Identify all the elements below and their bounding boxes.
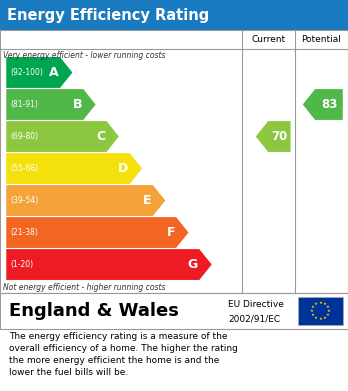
Text: ★: ★ [323,316,326,320]
Text: B: B [72,98,82,111]
Text: (1-20): (1-20) [10,260,33,269]
Text: A: A [49,66,59,79]
Text: The energy efficiency rating is a measure of the
overall efficiency of a home. T: The energy efficiency rating is a measur… [9,332,238,377]
Text: (81-91): (81-91) [10,100,38,109]
Polygon shape [6,153,142,184]
Bar [298,297,343,325]
Text: ★: ★ [326,305,330,309]
Text: 2002/91/EC: 2002/91/EC [228,314,280,323]
Text: D: D [118,162,128,175]
Text: Potential: Potential [301,35,341,44]
Text: (92-100): (92-100) [10,68,43,77]
Text: England & Wales: England & Wales [9,302,179,320]
Text: Energy Efficiency Rating: Energy Efficiency Rating [7,7,209,23]
Text: (69-80): (69-80) [10,132,39,141]
Polygon shape [6,249,212,280]
Text: ★: ★ [309,309,314,313]
Bar [0,0,348,30]
Text: ★: ★ [318,317,322,321]
Text: (21-38): (21-38) [10,228,38,237]
Text: 83: 83 [321,98,337,111]
Text: ★: ★ [318,301,322,305]
Text: EU Directive: EU Directive [228,300,284,309]
Polygon shape [6,217,189,248]
Text: (39-54): (39-54) [10,196,39,205]
Text: Not energy efficient - higher running costs: Not energy efficient - higher running co… [3,283,166,292]
Polygon shape [6,89,96,120]
Text: Current: Current [251,35,285,44]
Text: C: C [96,130,105,143]
Text: 70: 70 [271,130,287,143]
Bar [0,293,348,329]
Text: E: E [143,194,152,207]
Text: ★: ★ [314,316,318,320]
Text: ★: ★ [327,309,331,313]
Polygon shape [303,89,343,120]
Text: (55-68): (55-68) [10,164,39,173]
Polygon shape [256,121,291,152]
Text: ★: ★ [326,313,330,317]
Text: F: F [166,226,175,239]
Text: ★: ★ [311,305,315,309]
Polygon shape [6,121,119,152]
Text: ★: ★ [323,302,326,306]
Text: ★: ★ [311,313,315,317]
Polygon shape [6,185,165,216]
Text: Very energy efficient - lower running costs: Very energy efficient - lower running co… [3,51,166,60]
Text: G: G [188,258,198,271]
Polygon shape [6,57,72,88]
Bar [0,30,348,293]
Text: ★: ★ [314,302,318,306]
